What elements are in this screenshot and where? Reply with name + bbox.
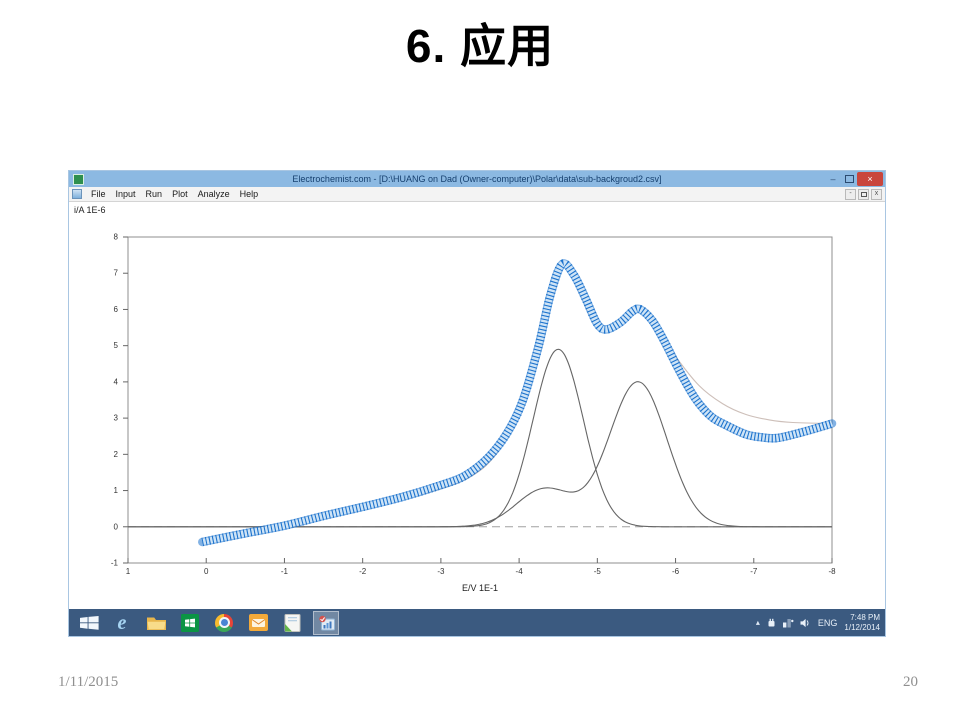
window-titlebar: Electrochemist.com - [D:\HUANG on Dad (O… bbox=[69, 171, 885, 187]
mdi-document-icon bbox=[72, 189, 82, 199]
x-tick-label: -7 bbox=[750, 567, 758, 576]
x-tick-label: -5 bbox=[594, 567, 602, 576]
windows-logo-icon bbox=[79, 615, 99, 630]
taskbar-apps: e bbox=[109, 610, 339, 635]
tray-clock[interactable]: 7:48 PM 1/12/2014 bbox=[844, 613, 880, 632]
taskbar-app-windows-store[interactable] bbox=[177, 611, 203, 635]
volume-icon[interactable] bbox=[800, 618, 811, 628]
close-button-icon[interactable]: × bbox=[857, 172, 883, 186]
y-tick-label: 1 bbox=[114, 486, 119, 495]
x-tick-label: -8 bbox=[828, 567, 836, 576]
power-icon[interactable] bbox=[767, 618, 776, 628]
store-icon bbox=[181, 613, 199, 632]
y-tick-label: 0 bbox=[114, 522, 119, 531]
y-tick-label: 8 bbox=[114, 233, 119, 242]
menu-items: File Input Run Plot Analyze Help bbox=[86, 189, 263, 199]
mdi-restore-icon[interactable] bbox=[858, 188, 869, 200]
x-tick-label: -6 bbox=[672, 567, 680, 576]
y-tick-label: 5 bbox=[114, 341, 119, 350]
start-button[interactable] bbox=[77, 611, 101, 635]
ie-icon: e bbox=[117, 611, 127, 634]
voltammogram-chart: 8 7 6 5 4 3 2 1 0 -1 1 0 -1 -2 -3 -4 -5 -6 -7 -8 bbox=[111, 233, 837, 576]
series-component-peak-1 bbox=[127, 348, 832, 528]
x-tick-label: 0 bbox=[204, 567, 209, 576]
menu-input[interactable]: Input bbox=[115, 189, 136, 199]
taskbar-app-document-app[interactable] bbox=[279, 611, 305, 635]
x-tick-label: -2 bbox=[359, 567, 367, 576]
y-tick-label: -1 bbox=[111, 559, 119, 568]
slide-page-number: 20 bbox=[903, 674, 918, 690]
window-title: Electrochemist.com - [D:\HUANG on Dad (O… bbox=[292, 174, 662, 184]
electrochemist-icon bbox=[318, 615, 335, 630]
restore-button-icon[interactable] bbox=[841, 175, 857, 183]
network-icon[interactable] bbox=[782, 618, 794, 628]
x-tick-label: -1 bbox=[281, 567, 289, 576]
x-tick-label: -4 bbox=[516, 567, 524, 576]
menu-plot[interactable]: Plot bbox=[172, 189, 188, 199]
slide-footer-date: 1/11/2015 bbox=[58, 674, 119, 690]
system-tray: ▴ ENG 7:48 PM 1/12/2014 bbox=[756, 613, 880, 632]
tray-time: 7:48 PM bbox=[850, 613, 880, 622]
taskbar-app-mail-app[interactable] bbox=[245, 611, 271, 635]
tray-date: 1/12/2014 bbox=[844, 622, 880, 632]
chrome-icon bbox=[215, 613, 233, 632]
series-measured-data-core bbox=[201, 260, 833, 546]
mdi-window-controls: - x bbox=[845, 188, 882, 200]
menu-analyze[interactable]: Analyze bbox=[197, 189, 230, 199]
x-tick-label: 1 bbox=[126, 567, 131, 576]
folder-icon bbox=[146, 617, 166, 630]
x-axis-label: E/V 1E-1 bbox=[461, 583, 499, 593]
taskbar-app-internet-explorer[interactable]: e bbox=[109, 611, 135, 635]
mdi-minimize-icon[interactable]: - bbox=[845, 188, 856, 200]
y-tick-label: 2 bbox=[114, 450, 119, 459]
tray-icons bbox=[767, 618, 811, 628]
y-axis-label: i/A 1E-6 bbox=[74, 205, 106, 215]
y-tick-label: 4 bbox=[114, 377, 119, 386]
menu-file[interactable]: File bbox=[91, 189, 106, 199]
menu-help[interactable]: Help bbox=[239, 189, 259, 199]
electrochemist-window: Electrochemist.com - [D:\HUANG on Dad (O… bbox=[68, 170, 886, 637]
taskbar: e ▴ ENG 7:48 PM 1/12/2014 bbox=[69, 609, 885, 636]
series-measured-data bbox=[201, 259, 834, 547]
mail-icon bbox=[248, 614, 268, 631]
language-indicator[interactable]: ENG bbox=[817, 617, 838, 628]
slide-title: 6. 应用 bbox=[405, 20, 555, 72]
x-tick-label: -3 bbox=[437, 567, 445, 576]
series-component-peak-2 bbox=[127, 381, 832, 528]
app-icon bbox=[73, 173, 84, 185]
mdi-close-icon[interactable]: x bbox=[871, 188, 882, 200]
taskbar-app-file-explorer[interactable] bbox=[143, 611, 169, 635]
menu-run[interactable]: Run bbox=[145, 189, 163, 199]
taskbar-app-electrochemist-app[interactable] bbox=[313, 610, 339, 635]
y-tick-label: 3 bbox=[114, 414, 119, 423]
series-measured-data-edge bbox=[198, 259, 837, 547]
y-tick-label: 7 bbox=[114, 269, 119, 278]
plot-client-area: i/A 1E-6 8 7 6 5 4 3 2 1 0 -1 1 0 -1 -2 -3 -4 -5 -6 -7 -8 E… bbox=[69, 202, 885, 609]
document-icon bbox=[284, 613, 300, 632]
minimize-button-icon[interactable]: – bbox=[830, 174, 836, 184]
y-tick-label: 6 bbox=[114, 305, 119, 314]
menu-bar: File Input Run Plot Analyze Help - x bbox=[69, 187, 885, 202]
plot-frame bbox=[127, 236, 833, 564]
taskbar-app-chrome[interactable] bbox=[211, 611, 237, 635]
tray-expand-icon[interactable]: ▴ bbox=[755, 618, 760, 627]
